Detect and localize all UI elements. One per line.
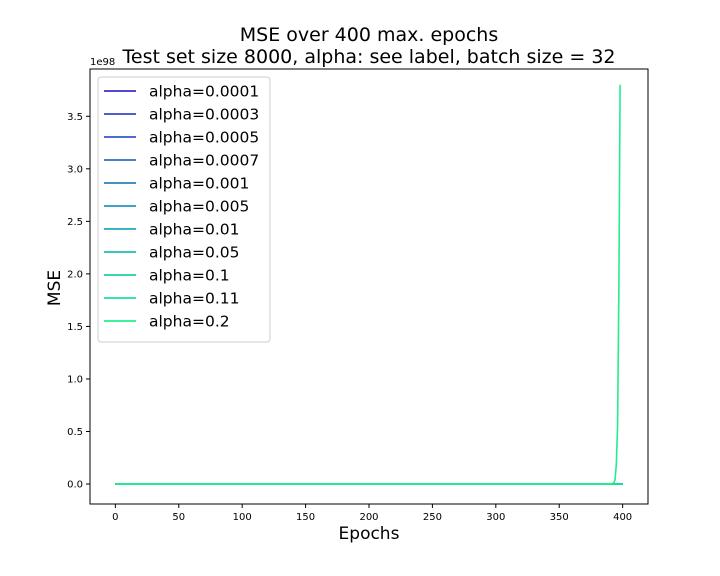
legend-label: alpha=0.05 xyxy=(149,244,239,262)
x-tick-label: 200 xyxy=(359,512,378,523)
x-tick-label: 350 xyxy=(550,512,569,523)
legend-label: alpha=0.0003 xyxy=(149,106,259,124)
y-tick-label: 1.5 xyxy=(67,322,83,333)
x-tick-label: 300 xyxy=(486,512,505,523)
series-layer xyxy=(115,84,623,485)
y-axis-ticks: 0.0 0.5 1.0 1.5 2.0 2.5 3.0 3.5 xyxy=(67,112,90,491)
x-tick-label: 250 xyxy=(423,512,442,523)
y-tick-label: 2.5 xyxy=(67,217,83,228)
y-tick-label: 3.0 xyxy=(67,164,83,175)
series-line-10 xyxy=(115,84,621,485)
y-tick-label: 3.5 xyxy=(67,112,83,123)
x-axis-label: Epochs xyxy=(339,524,400,544)
chart-subtitle: Test set size 8000, alpha: see label, ba… xyxy=(122,46,616,68)
y-tick-label: 1.0 xyxy=(67,374,83,385)
y-tick-label: 0.0 xyxy=(67,480,83,491)
legend-box xyxy=(97,76,271,343)
x-tick-label: 400 xyxy=(613,512,632,523)
legend-label: alpha=0.11 xyxy=(149,290,239,308)
legend-label: alpha=0.001 xyxy=(149,175,249,193)
chart-title-group: MSE over 400 max. epochs Test set size 8… xyxy=(122,24,616,68)
legend-label: alpha=0.1 xyxy=(149,267,230,285)
x-axis-ticks: 0 50 100 150 200 250 300 350 400 xyxy=(112,504,632,523)
chart-title: MSE over 400 max. epochs xyxy=(240,24,498,46)
legend-label: alpha=0.2 xyxy=(149,313,230,331)
legend-label: alpha=0.0001 xyxy=(149,83,259,101)
legend-label: alpha=0.0005 xyxy=(149,129,259,147)
x-tick-label: 50 xyxy=(172,512,185,523)
legend-label: alpha=0.0007 xyxy=(149,152,259,170)
legend-label: alpha=0.005 xyxy=(149,198,249,216)
legend-label: alpha=0.01 xyxy=(149,221,239,239)
x-tick-label: 100 xyxy=(233,512,252,523)
y-scale-label: 1e98 xyxy=(90,57,115,68)
y-tick-label: 2.0 xyxy=(67,269,83,280)
y-tick-label: 0.5 xyxy=(67,427,83,438)
legend: alpha=0.0001 alpha=0.0003 alpha=0.0005 alph… xyxy=(97,76,271,343)
y-axis-label: MSE xyxy=(45,270,65,306)
x-tick-label: 150 xyxy=(296,512,315,523)
x-tick-label: 0 xyxy=(112,512,118,523)
